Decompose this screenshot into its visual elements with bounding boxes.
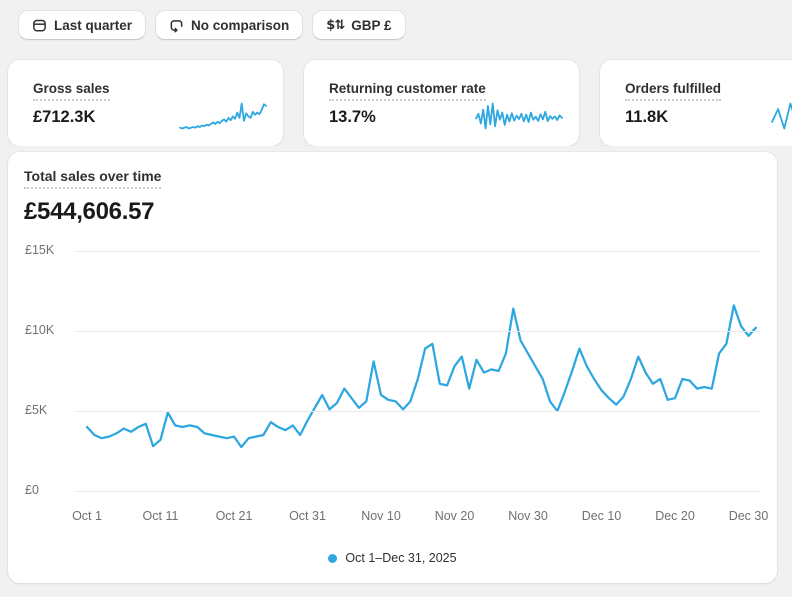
calendar-icon	[32, 18, 47, 33]
x-axis-label: Oct 1	[72, 509, 102, 523]
metric-label[interactable]: Returning customer rate	[329, 81, 486, 101]
currency-label: GBP £	[351, 17, 392, 33]
comparison-button[interactable]: No comparison	[155, 10, 304, 40]
x-axis-label: Oct 21	[215, 509, 253, 523]
date-range-button[interactable]: Last quarter	[18, 10, 147, 40]
metric-card-returning-customer-rate[interactable]: Returning customer rate 13.7%	[304, 60, 579, 146]
x-axis-label: Oct 11	[142, 509, 179, 523]
orders-fulfilled-sparkline	[771, 102, 792, 130]
total-sales-line-svg[interactable]	[75, 241, 761, 503]
x-axis-label: Dec 10	[581, 509, 622, 523]
total-sales-chart[interactable]: £15K £10K £5K £0 Oct 1 Oct 11 Oct 21 Oct 31 Nov …	[24, 241, 768, 537]
metrics-row: Gross sales £712.3K Returning customer r…	[0, 40, 792, 146]
chart-title[interactable]: Total sales over time	[24, 168, 162, 189]
gridline	[75, 411, 761, 412]
gridline	[75, 251, 761, 252]
x-axis-label: Oct 31	[289, 509, 326, 523]
returning-rate-sparkline	[475, 102, 563, 130]
legend-dot	[328, 553, 338, 563]
currency-exchange-icon: $⇅	[326, 17, 345, 33]
metric-value: 11.8K	[625, 108, 669, 126]
y-axis-label: £0	[25, 483, 39, 497]
comparison-label: No comparison	[191, 17, 290, 33]
gridline	[75, 331, 761, 332]
metric-value: £712.3K	[33, 108, 96, 126]
x-axis-label: Dec 30	[728, 509, 769, 523]
date-range-label: Last quarter	[54, 17, 133, 33]
x-axis-label: Nov 20	[434, 509, 475, 523]
cycle-arrows-icon	[169, 18, 184, 33]
y-axis-label: £10K	[25, 323, 55, 337]
gridline	[75, 491, 761, 492]
total-sales-card: Total sales over time £544,606.57 £15K £1…	[8, 152, 777, 583]
metric-value: 13.7%	[329, 108, 376, 126]
y-axis-label: £5K	[25, 403, 48, 417]
gross-sales-sparkline	[179, 102, 267, 130]
metric-label[interactable]: Gross sales	[33, 81, 110, 101]
y-axis-label: £15K	[25, 243, 55, 257]
x-axis-label: Nov 10	[361, 509, 401, 523]
metric-card-orders-fulfilled[interactable]: Orders fulfilled 11.8K	[600, 60, 792, 146]
total-sales-series-line	[85, 304, 758, 449]
chart-legend[interactable]: Oct 1–Dec 31, 2025	[24, 551, 761, 565]
x-axis-label: Dec 20	[655, 509, 695, 523]
metric-card-gross-sales[interactable]: Gross sales £712.3K	[8, 60, 283, 146]
currency-button[interactable]: $⇅ GBP £	[312, 10, 406, 40]
x-axis-label: Nov 30	[508, 509, 548, 523]
metric-label[interactable]: Orders fulfilled	[625, 81, 722, 101]
legend-label: Oct 1–Dec 31, 2025	[345, 551, 457, 565]
filters-row: Last quarter No comparison $⇅ GBP £	[0, 0, 792, 40]
chart-total-value: £544,606.57	[24, 198, 155, 225]
